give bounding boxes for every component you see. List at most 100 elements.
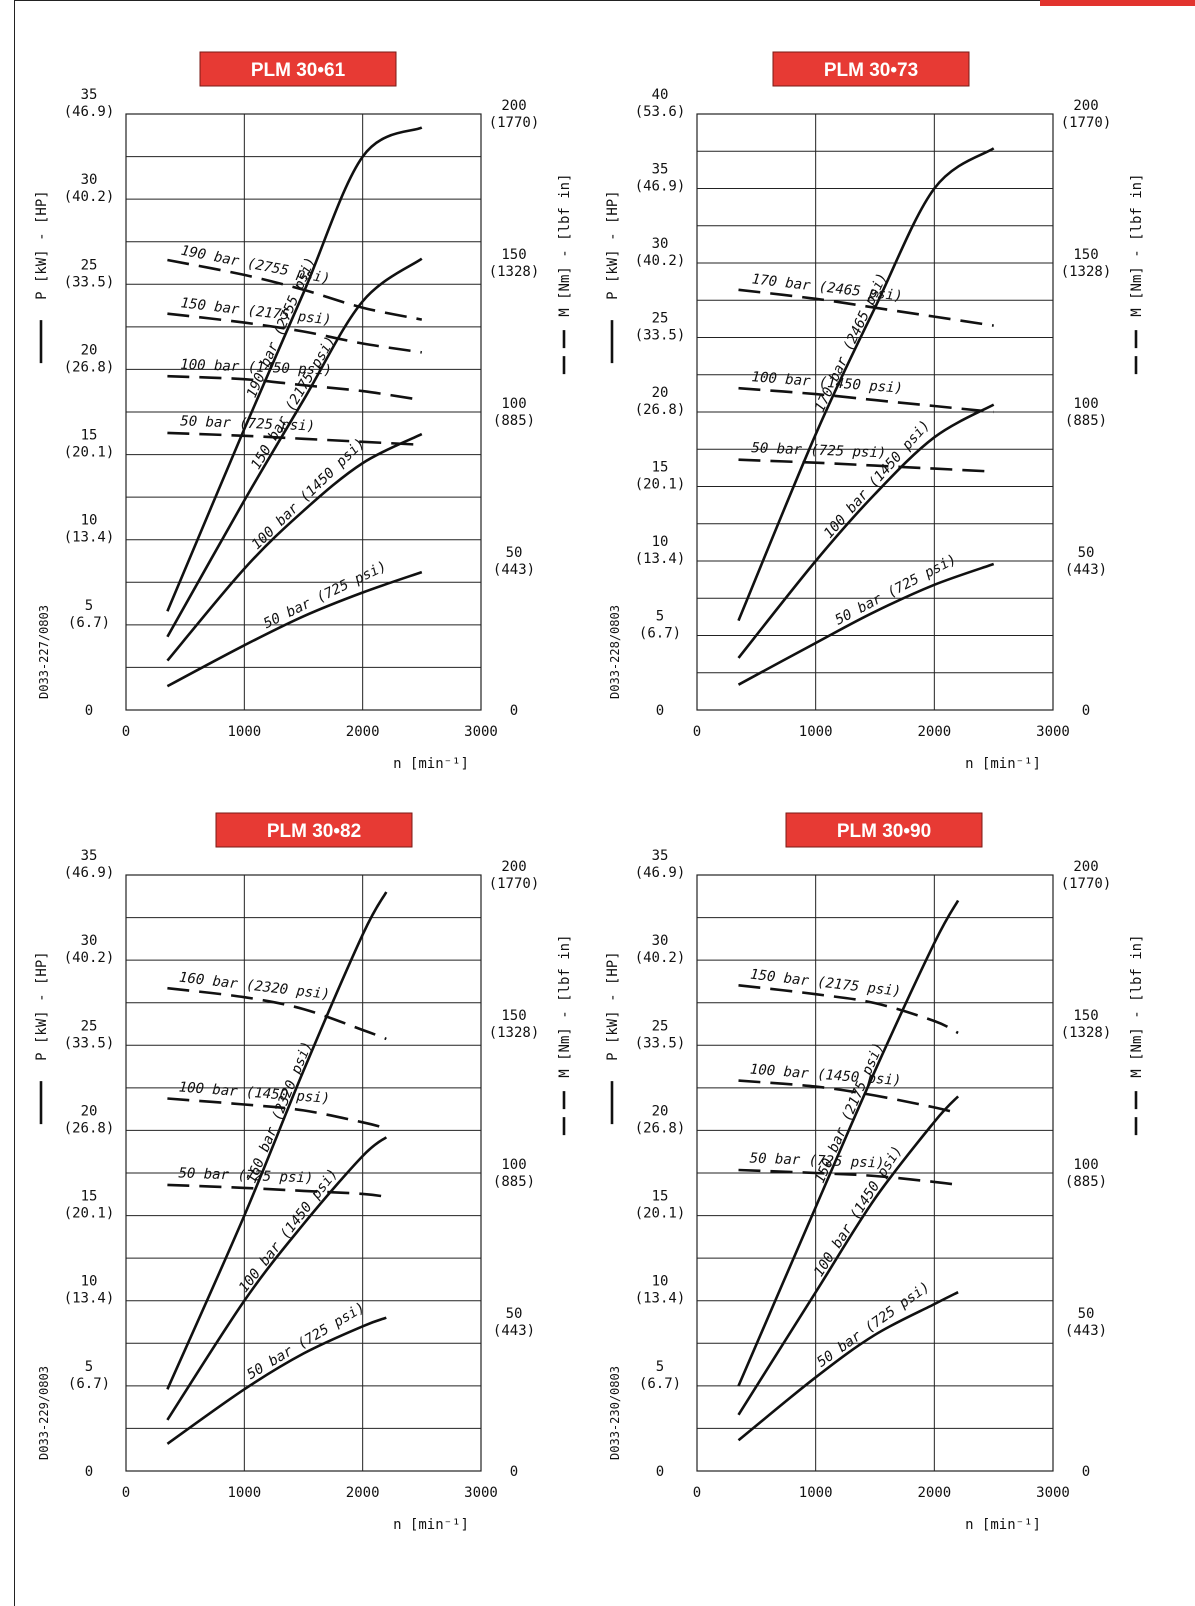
tick-left-kw: 25 xyxy=(652,1018,669,1034)
tick-left-kw: 0 xyxy=(656,1464,664,1480)
torque-line-label: 50 bar (725 psi) xyxy=(749,1150,884,1171)
chart-title-badge: PLM 30•73 xyxy=(772,51,970,87)
tick-left-hp: (20.1) xyxy=(635,1206,686,1222)
torque-line-label: 50 bar (725 psi) xyxy=(751,440,886,461)
tick-right-nm: 200 xyxy=(1073,98,1098,114)
tick-x: 1000 xyxy=(799,724,833,740)
tick-left-kw: 10 xyxy=(81,513,98,529)
y-axis-title-left: P [kW] - [HP] xyxy=(605,190,621,300)
chart-title-bg xyxy=(215,812,413,848)
tick-left-kw: 10 xyxy=(652,534,669,550)
tick-left-kw: 35 xyxy=(81,87,98,103)
tick-left-kw: 0 xyxy=(656,703,664,719)
tick-left-kw: 30 xyxy=(652,236,669,252)
chart-4: PLM 30•90 35(46.9) 30(40.2) 25(33.5) 20(26.8… xyxy=(605,812,1145,1533)
power-line-label: 50 bar (725 psi) xyxy=(244,1300,368,1383)
torque-line xyxy=(167,374,422,402)
tick-right-nm: 200 xyxy=(501,859,526,875)
torque-line xyxy=(167,1097,387,1130)
tick-left-kw: 0 xyxy=(85,703,93,719)
torque-line xyxy=(167,312,422,354)
tick-x: 3000 xyxy=(464,1485,498,1501)
plot-frame xyxy=(696,113,1054,711)
tick-left-kw: 25 xyxy=(652,311,669,327)
power-line xyxy=(737,147,995,622)
plot-frame xyxy=(696,874,1054,1472)
tick-left-hp: (33.5) xyxy=(64,1035,115,1051)
tick-left-kw: 30 xyxy=(81,933,98,949)
power-line xyxy=(166,891,388,1390)
tick-left-hp: (26.8) xyxy=(635,1120,686,1136)
tick-left-kw: 15 xyxy=(81,1189,98,1205)
power-line xyxy=(166,570,423,688)
torque-line-label: 100 bar (1450 psi) xyxy=(178,1079,330,1107)
power-line xyxy=(166,432,423,662)
power-line-label: 50 bar (725 psi) xyxy=(261,558,389,632)
tick-left-hp: (40.2) xyxy=(64,189,115,205)
tick-right-lbf: (885) xyxy=(1065,413,1107,429)
drawing-code: D033-227/0803 xyxy=(37,605,51,699)
tick-x: 0 xyxy=(693,1485,701,1501)
tick-right-nm: 100 xyxy=(1073,396,1098,412)
tick-x: 1000 xyxy=(227,1485,261,1501)
y-axis-title-right: M [Nm] - [lbf in] xyxy=(1129,934,1145,1077)
tick-right-nm: 50 xyxy=(1078,545,1095,561)
plot-frame xyxy=(125,874,482,1472)
tick-right-nm: 50 xyxy=(506,545,523,561)
chart-title-bg xyxy=(785,812,983,848)
drawing-code: D033-230/0803 xyxy=(608,1366,622,1460)
corner-tab xyxy=(1040,0,1195,6)
tick-left-hp: (13.4) xyxy=(635,551,686,567)
page-frame-left xyxy=(14,0,15,1606)
tick-left-kw: 20 xyxy=(652,1103,669,1119)
tick-left-hp: (6.7) xyxy=(68,1376,110,1392)
tick-left-hp: (33.5) xyxy=(64,274,115,290)
chart-title-bg xyxy=(772,51,970,87)
tick-right-lbf: (443) xyxy=(493,1323,535,1339)
power-line xyxy=(166,1136,388,1421)
tick-left-kw: 15 xyxy=(652,1189,669,1205)
x-axis-title: n [min⁻¹] xyxy=(393,1517,469,1533)
power-line xyxy=(737,1095,960,1416)
tick-left-kw: 20 xyxy=(652,385,669,401)
tick-x: 2000 xyxy=(346,724,380,740)
chart-title-badge: PLM 30•82 xyxy=(215,812,413,848)
tick-left-hp: (20.1) xyxy=(64,1206,115,1222)
tick-left-kw: 5 xyxy=(656,609,664,625)
tick-x: 1000 xyxy=(227,724,261,740)
tick-right-lbf: (1328) xyxy=(489,1025,540,1041)
tick-left-kw: 30 xyxy=(652,933,669,949)
tick-left-hp: (46.9) xyxy=(64,104,115,120)
power-line-label: 50 bar (725 psi) xyxy=(814,1279,933,1371)
power-line xyxy=(737,403,995,659)
power-line xyxy=(166,126,423,612)
y-axis-title-left: P [kW] - [HP] xyxy=(34,190,50,300)
tick-left-hp: (40.2) xyxy=(635,950,686,966)
tick-left-kw: 5 xyxy=(85,598,93,614)
plot-frame xyxy=(125,113,482,711)
chart-title-badge: PLM 30•90 xyxy=(785,812,983,848)
tick-right-lbf: (443) xyxy=(1065,562,1107,578)
tick-left-kw: 0 xyxy=(85,1464,93,1480)
tick-left-hp: (6.7) xyxy=(68,615,110,631)
power-line xyxy=(166,257,423,638)
tick-left-kw: 5 xyxy=(85,1359,93,1375)
drawing-code: D033-229/0803 xyxy=(37,1366,51,1460)
power-line xyxy=(166,1316,387,1445)
tick-x: 0 xyxy=(122,1485,130,1501)
tick-right-lbf: (1328) xyxy=(489,264,540,280)
tick-left-hp: (33.5) xyxy=(635,1035,686,1051)
y-axis-title-right: M [Nm] - [lbf in] xyxy=(1129,173,1145,316)
torque-line-label: 50 bar (725 psi) xyxy=(178,1165,313,1186)
chart-title: PLM 30•82 xyxy=(267,821,361,842)
torque-line xyxy=(738,386,994,414)
tick-left-hp: (20.1) xyxy=(64,445,115,461)
tick-left-hp: (13.4) xyxy=(64,530,115,546)
tick-right-lbf: (443) xyxy=(1065,1323,1107,1339)
tick-left-kw: 5 xyxy=(656,1359,664,1375)
tick-right-lbf: (885) xyxy=(493,1174,535,1190)
tick-left-hp: (40.2) xyxy=(64,950,115,966)
tick-left-hp: (6.7) xyxy=(639,626,681,642)
tick-x: 1000 xyxy=(799,1485,833,1501)
power-line-label: 160 bar (2320 psi) xyxy=(244,1039,316,1186)
